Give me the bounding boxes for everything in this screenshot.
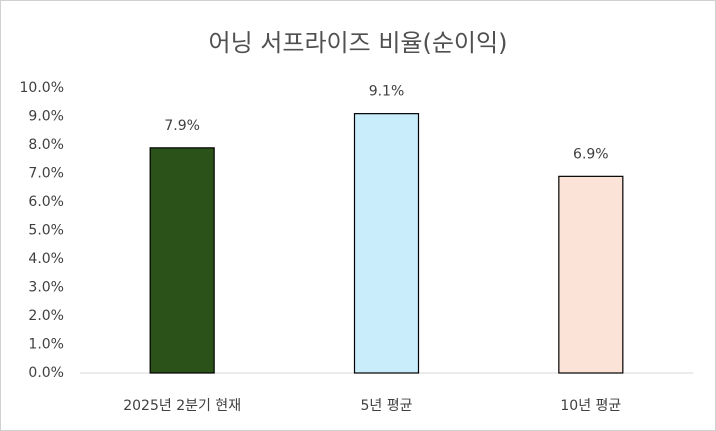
chart-title: 어닝 서프라이즈 비율(순이익) <box>209 29 508 57</box>
y-tick-label: 9.0% <box>28 109 64 125</box>
y-tick-label: 0.0% <box>28 365 64 381</box>
bar <box>149 147 215 374</box>
x-tick-label: 10년 평균 <box>560 398 621 414</box>
bar <box>558 175 624 374</box>
y-tick-label: 8.0% <box>28 137 64 153</box>
x-tick-label: 5년 평균 <box>361 398 413 414</box>
y-tick-label: 2.0% <box>28 308 64 324</box>
y-tick-label: 1.0% <box>28 337 64 353</box>
y-tick-label: 6.0% <box>28 194 64 210</box>
y-tick-label: 4.0% <box>28 251 64 267</box>
x-tick-label: 2025년 2분기 현재 <box>123 398 241 414</box>
y-tick-label: 7.0% <box>28 166 64 182</box>
bar <box>353 113 420 374</box>
value-label: 9.1% <box>369 84 405 100</box>
y-tick-label: 3.0% <box>28 280 64 296</box>
y-tick-label: 5.0% <box>28 223 64 239</box>
value-label: 7.9% <box>164 118 200 134</box>
y-tick-label: 10.0% <box>20 80 64 96</box>
value-label: 6.9% <box>573 146 609 162</box>
